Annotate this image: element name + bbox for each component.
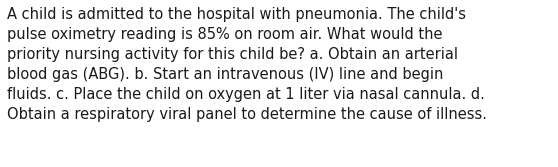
Text: A child is admitted to the hospital with pneumonia. The child's
pulse oximetry r: A child is admitted to the hospital with… — [7, 7, 487, 122]
